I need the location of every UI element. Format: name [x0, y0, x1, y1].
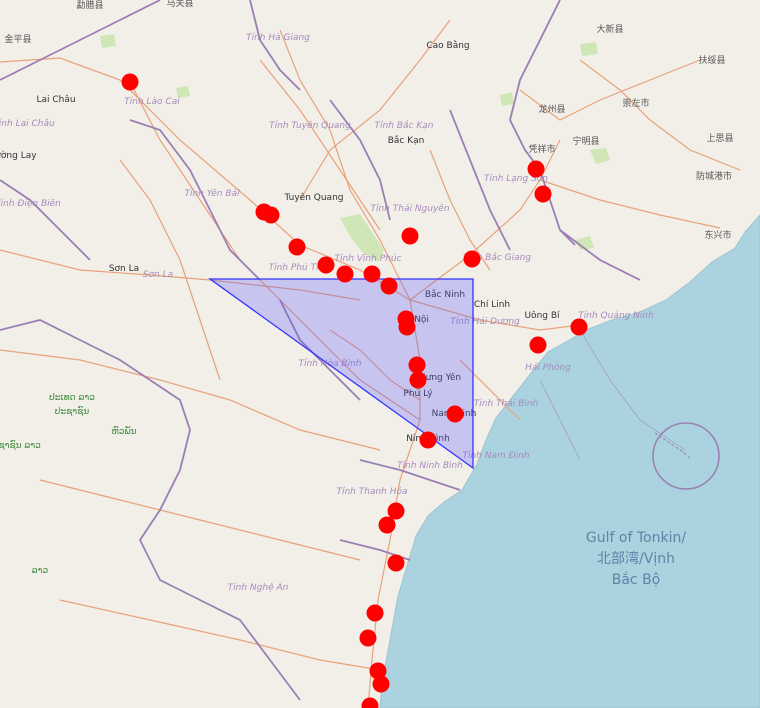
location-marker[interactable] [527, 160, 545, 178]
place-label: 宁明县 [572, 135, 599, 147]
place-label: ປະຊາຊົນ ລາວ [0, 440, 41, 451]
place-label: Cao Bằng [426, 40, 469, 51]
place-label: Phủ Lý [403, 388, 433, 399]
place-label: Tỉnh Nghệ An [228, 582, 289, 593]
location-marker[interactable] [534, 185, 552, 203]
location-marker[interactable] [401, 227, 419, 245]
sea-label-line-2: 北部湾/Vịnh [597, 550, 675, 567]
place-label: Tỉnh Lai Châu [0, 118, 55, 129]
place-label: Bắc Ninh [425, 289, 465, 300]
place-label: Tỉnh Hà Giang [246, 32, 310, 43]
location-marker[interactable] [366, 604, 384, 622]
place-label: Bắc Kạn [388, 135, 425, 146]
place-label: Tỉnh Hòa Bình [299, 358, 362, 369]
place-label: 东兴市 [704, 229, 731, 241]
place-label: 凭祥市 [528, 143, 555, 155]
location-marker[interactable] [380, 277, 398, 295]
place-label: Uông Bí [524, 310, 560, 321]
place-label: Tỉnh Thái Bình [474, 398, 539, 409]
location-marker[interactable] [121, 73, 139, 91]
sea-label: Gulf of Tonkin/ 北部湾/Vịnh Bắc Bộ [586, 530, 686, 588]
place-label: Tỉnh Lào Cai [124, 96, 180, 107]
place-label: Tỉnh Tuyên Quang [269, 120, 351, 131]
place-label: 扶绥县 [698, 54, 725, 66]
location-marker[interactable] [336, 265, 354, 283]
place-label: Sơn La [143, 270, 173, 280]
place-label: Tuyên Quang [284, 192, 344, 203]
place-label: 勐腊县 [76, 0, 103, 11]
location-marker[interactable] [378, 516, 396, 534]
location-marker[interactable] [361, 697, 379, 708]
sea-area [379, 214, 760, 708]
location-marker[interactable] [369, 662, 387, 680]
location-marker[interactable] [419, 431, 437, 449]
location-marker[interactable] [288, 238, 306, 256]
place-label: Mường Lay [0, 150, 37, 161]
place-label: 龙州县 [538, 103, 565, 115]
island-zone-circle [652, 422, 720, 490]
location-marker[interactable] [398, 318, 416, 336]
place-label: Tỉnh Lạng Sơn [484, 173, 548, 184]
place-label: Hưng Yên [419, 372, 461, 383]
location-marker[interactable] [409, 371, 427, 389]
marker-layer[interactable] [121, 73, 588, 708]
place-label: Chí Linh [474, 300, 510, 310]
place-label: Tỉnh Bắc Giang [463, 252, 531, 263]
place-label: 金平县 [4, 33, 31, 45]
place-label: Tỉnh Yên Bái [184, 188, 240, 199]
sea-label-line-1: Gulf of Tonkin/ [586, 530, 686, 546]
location-marker[interactable] [570, 318, 588, 336]
place-label: 上思县 [706, 133, 733, 144]
place-label: Tỉnh Thanh Hóa [336, 486, 407, 497]
place-label: Tỉnh Thái Nguyên [370, 203, 449, 214]
location-marker[interactable] [359, 629, 377, 647]
sea-label-line-3: Bắc Bộ [612, 571, 661, 588]
location-marker[interactable] [363, 265, 381, 283]
place-label: Hải Phòng [525, 362, 571, 373]
place-label: Tỉnh Nam Định [462, 450, 529, 461]
maritime-lines [539, 329, 686, 461]
place-label: Lai Châu [36, 95, 75, 105]
place-label: Tỉnh Hải Dương [450, 316, 520, 327]
location-marker[interactable] [408, 356, 426, 374]
place-label: Tỉnh Điện Biên [0, 198, 61, 209]
place-label: Sơn La [109, 264, 139, 274]
island-zone-line [654, 432, 691, 459]
place-label: Tỉnh Bắc Kạn [375, 120, 434, 131]
location-marker[interactable] [262, 206, 280, 224]
location-marker[interactable] [387, 502, 405, 520]
place-label: 崇左市 [622, 97, 649, 109]
place-label: ປະຊາຊົນ [55, 406, 89, 417]
location-marker[interactable] [387, 554, 405, 572]
place-label: Tỉnh Quảng Ninh [578, 310, 654, 321]
place-label: 大新县 [596, 23, 623, 35]
location-marker[interactable] [463, 250, 481, 268]
forest-areas [100, 34, 610, 262]
location-marker[interactable] [372, 675, 390, 693]
place-label: ປະເທດ ລາວ [49, 393, 95, 403]
place-label: 马关县 [166, 0, 193, 9]
location-marker[interactable] [529, 336, 547, 354]
location-marker[interactable] [446, 405, 464, 423]
admin-borders [0, 0, 641, 701]
place-label: Tỉnh Ninh Bình [397, 460, 463, 471]
place-label: ຫົວພັນ [111, 426, 136, 437]
place-label: Tỉnh Phú Thọ [269, 262, 328, 273]
place-label: ລາວ [32, 566, 49, 576]
place-label: Tỉnh Vĩnh Phúc [335, 253, 402, 264]
location-marker[interactable] [317, 256, 335, 274]
place-label: 防城港市 [696, 170, 732, 182]
